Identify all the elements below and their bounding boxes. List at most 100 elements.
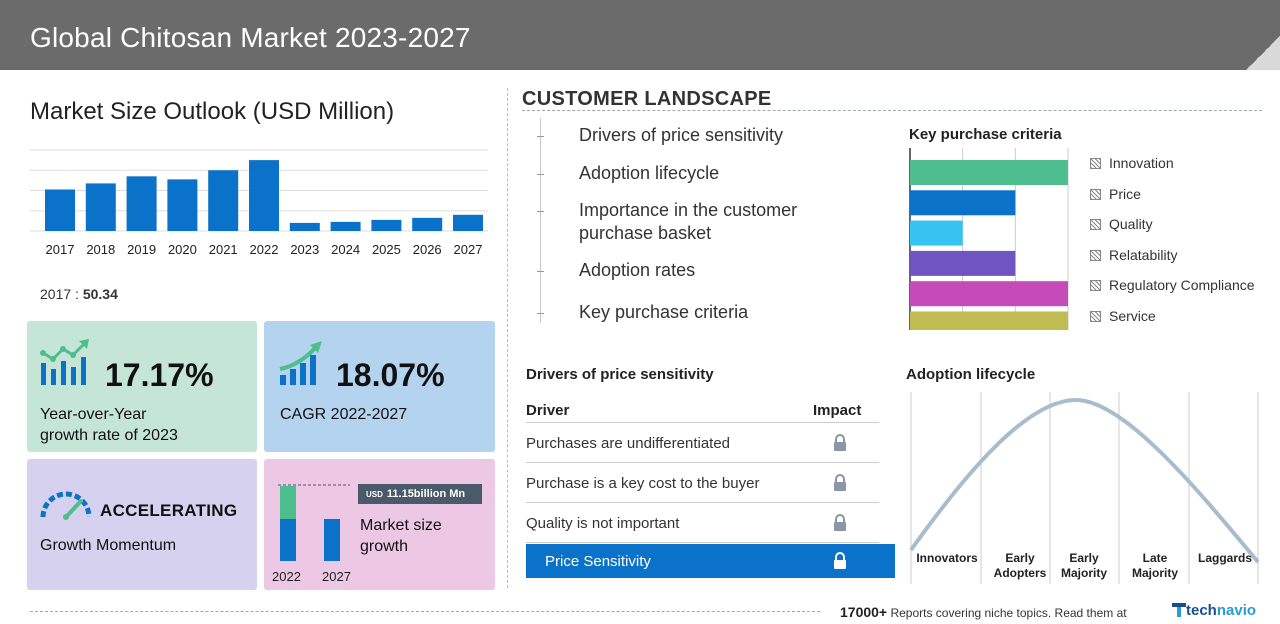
stage-early-majority: Early Majority (1050, 551, 1118, 581)
cagr-label: CAGR 2022-2027 (280, 406, 408, 423)
stage-late-majority: Late Majority (1120, 551, 1190, 581)
timeline-dot (537, 174, 544, 175)
bar-2024 (330, 221, 361, 231)
cl-item-purchase-basket: Importance in the customer purchase bask… (579, 199, 797, 245)
mini-year-b: 2027 (322, 569, 351, 584)
table-header-rule (526, 422, 879, 423)
momentum-card: ACCELERATING Growth Momentum (27, 459, 257, 590)
customer-landscape-title: CUSTOMER LANDSCAPE (522, 88, 772, 110)
year-label-2023: 2023 (290, 242, 319, 257)
kpc-legend-price: Price (1090, 186, 1141, 202)
col-impact: Impact (813, 402, 862, 419)
adoption-lifecycle-title: Adoption lifecycle (906, 366, 1036, 383)
year-label-2020: 2020 (168, 242, 197, 257)
cl-item-purchase-basket-line1: Importance in the customer (579, 200, 798, 220)
yoy-label-line2: growth rate of 2023 (40, 427, 178, 444)
usd-tag-prefix: USD (366, 490, 383, 499)
year-label-2017: 2017 (46, 242, 75, 257)
trend-bars-icon (279, 341, 322, 385)
bar-2023 (289, 222, 320, 231)
bar-2022 (249, 160, 279, 231)
timeline-dot (537, 271, 544, 272)
kpc-bar-regulatory-compliance (910, 281, 1068, 307)
year-label-2021: 2021 (209, 242, 238, 257)
lock-icon (834, 552, 846, 569)
lock-icon (834, 474, 846, 491)
stage-line1: Early (1005, 551, 1035, 565)
market-growth-label: Market size growth (360, 515, 442, 557)
header-fold-decoration (1246, 36, 1280, 70)
mini-bar-2022-base (280, 519, 296, 561)
speedometer-icon (40, 491, 92, 520)
base-year-label: 2017 : (40, 286, 79, 302)
table-row: Quality is not important (526, 503, 879, 543)
stage-early-adopters: Early Adopters (985, 551, 1055, 581)
footer-text: 17000+ Reports covering niche topics. Re… (840, 604, 1127, 620)
mini-bar-2027 (324, 519, 340, 561)
driver-text: Purchase is a key cost to the buyer (526, 475, 760, 492)
kpc-legend-relatability: Relatability (1090, 247, 1177, 263)
kpc-bar-chart (909, 148, 1069, 330)
stage-line2: Adopters (993, 566, 1047, 580)
growth-chart-icon (40, 339, 89, 385)
customer-landscape-rule (522, 110, 1262, 111)
bar-2020 (167, 179, 198, 231)
usd-tag-value: 11.15billion Mn (386, 488, 466, 500)
driver-text: Quality is not important (526, 515, 680, 532)
momentum-label: Growth Momentum (40, 537, 177, 554)
yoy-growth-card: 17.17% Year-over-Year growth rate of 202… (27, 321, 257, 452)
year-label-2025: 2025 (372, 242, 401, 257)
brand-part-a: tech (1186, 602, 1217, 619)
price-sensitivity-highlight-row: Price Sensitivity (526, 544, 895, 578)
stage-line2: Laggards (1197, 551, 1252, 565)
footer-caption: Reports covering niche topics. Read them… (890, 606, 1127, 620)
market-growth-line2: growth (360, 538, 409, 555)
cl-item-price-sensitivity: Drivers of price sensitivity (579, 125, 784, 145)
bar-2021 (208, 170, 239, 231)
mini-bar-2022-increment (280, 486, 296, 519)
market-size-title: Market Size Outlook (USD Million) (30, 98, 395, 125)
kpc-bar-innovation (910, 160, 1068, 185)
market-size-bar-chart: 2017 2018 2019 2020 2021 2022 2023 2024 2025 2026… (30, 149, 488, 257)
growth-mini-chart (278, 484, 350, 561)
market-growth-card: 2022 2027 Market size growth (264, 459, 495, 590)
bar-2018 (85, 183, 116, 231)
header-bar: Global Chitosan Market 2023-2027 (0, 0, 1280, 70)
timeline-dot (537, 313, 544, 314)
cl-item-purchase-basket-line2: purchase basket (579, 223, 712, 243)
col-driver: Driver (526, 402, 570, 419)
kpc-legend-innovation: Innovation (1090, 155, 1174, 171)
stage-line2: Innovators (916, 551, 978, 565)
cagr-card: 18.07% CAGR 2022-2027 (264, 321, 495, 452)
brand-part-b: navio (1216, 602, 1257, 619)
cl-item-key-purchase: Key purchase criteria (579, 302, 749, 322)
market-growth-value-tag: USD 11.15billion Mn (358, 484, 482, 504)
adoption-curve (909, 392, 1260, 584)
table-row: Purchases are undifferentiated (526, 423, 879, 463)
mini-year-a: 2022 (272, 569, 301, 584)
table-row: Purchase is a key cost to the buyer (526, 463, 879, 503)
technavio-logo[interactable]: technavio (1172, 602, 1256, 619)
kpc-bar-relatability (910, 250, 1016, 276)
lock-icon (834, 514, 846, 531)
base-year-value: 50.34 (82, 286, 118, 302)
kpc-legend-service: Service (1090, 308, 1156, 324)
price-sensitivity-title: Drivers of price sensitivity (526, 366, 714, 383)
stage-innovators: Innovators (912, 551, 982, 566)
cl-item-adoption-rates: Adoption rates (579, 260, 696, 280)
timeline-dot (537, 136, 544, 137)
base-year-readout: 2017 : 50.34 (40, 286, 118, 302)
yoy-value: 17.17% (105, 357, 214, 393)
stage-line2: Majority (1131, 566, 1178, 580)
momentum-value: ACCELERATING (100, 501, 238, 520)
year-label-2022: 2022 (250, 242, 279, 257)
stage-line2: Majority (1060, 566, 1107, 580)
timeline-dot (537, 211, 544, 212)
footer-count: 17000+ (840, 604, 888, 620)
stage-laggards: Laggards (1190, 551, 1260, 566)
year-label-2024: 2024 (331, 242, 360, 257)
technavio-mark-icon (1172, 603, 1186, 617)
kpc-bar-service (910, 311, 1068, 330)
year-label-2019: 2019 (127, 242, 156, 257)
stage-line1: Early (1069, 551, 1099, 565)
